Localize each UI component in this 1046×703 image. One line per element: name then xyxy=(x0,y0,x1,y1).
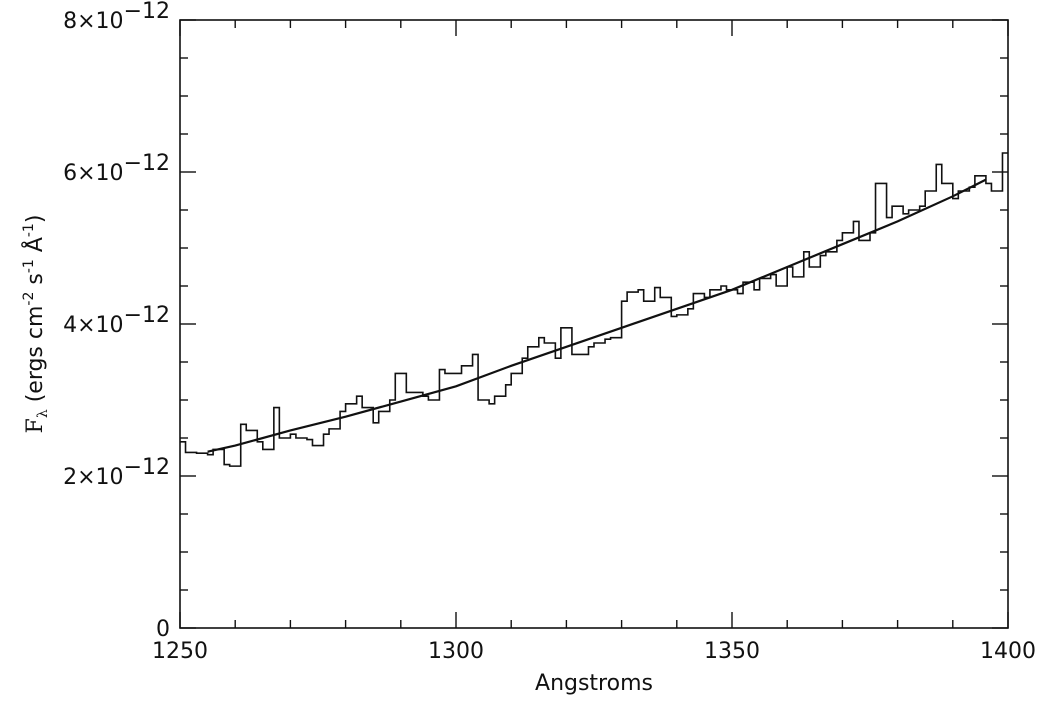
y-tick-label: 6×10−12 xyxy=(63,151,170,186)
y-axis-ticks: 02×10−124×10−126×10−128×10−12 xyxy=(63,0,1008,642)
y-tick-label: 0 xyxy=(156,617,170,642)
continuum-fit-line xyxy=(207,178,987,453)
y-axis-title-close: ) xyxy=(23,215,48,224)
x-tick-label: 1400 xyxy=(980,639,1036,664)
x-axis-ticks: 1250 1300 1350 1400 xyxy=(152,20,1036,664)
y-tick-label: 2×10−12 xyxy=(63,455,170,490)
y-axis-title: Fλ (ergs cm-2 s-1 Å-1) xyxy=(21,215,51,434)
y-tick-label-mantissa: 4×10 xyxy=(63,313,123,338)
y-tick-label-mantissa: 6×10 xyxy=(63,161,123,186)
y-tick-label-mantissa: 2×10 xyxy=(63,465,123,490)
y-axis-title-cm-exp: -2 xyxy=(21,292,37,306)
y-tick-label-exponent: −12 xyxy=(124,151,170,176)
x-axis-title: Angstroms xyxy=(535,671,653,696)
y-axis-title-angstrom-exp: -1 xyxy=(21,223,37,237)
y-tick-label-mantissa: 8×10 xyxy=(63,9,123,34)
x-tick-label: 1350 xyxy=(704,639,760,664)
y-axis-title-units: (ergs cm xyxy=(23,306,48,410)
y-tick-label: 8×10−12 xyxy=(63,0,170,34)
y-axis-title-s-exp: -1 xyxy=(21,259,37,273)
y-tick-label: 4×10−12 xyxy=(63,303,170,338)
x-tick-label: 1300 xyxy=(428,639,484,664)
y-axis-title-main: F xyxy=(23,418,48,433)
x-tick-label: 1250 xyxy=(152,639,208,664)
y-tick-label-exponent: −12 xyxy=(124,0,170,24)
y-tick-label-exponent: −12 xyxy=(124,303,170,328)
y-axis-title-sub: λ xyxy=(35,409,51,418)
spectrum-step-line xyxy=(180,152,1008,467)
y-tick-label-exponent: −12 xyxy=(124,455,170,480)
y-axis-title-s: s xyxy=(23,273,48,291)
series-layer xyxy=(180,152,1008,467)
plot-frame xyxy=(179,19,1009,629)
y-axis-title-angstrom: Å xyxy=(21,237,48,259)
